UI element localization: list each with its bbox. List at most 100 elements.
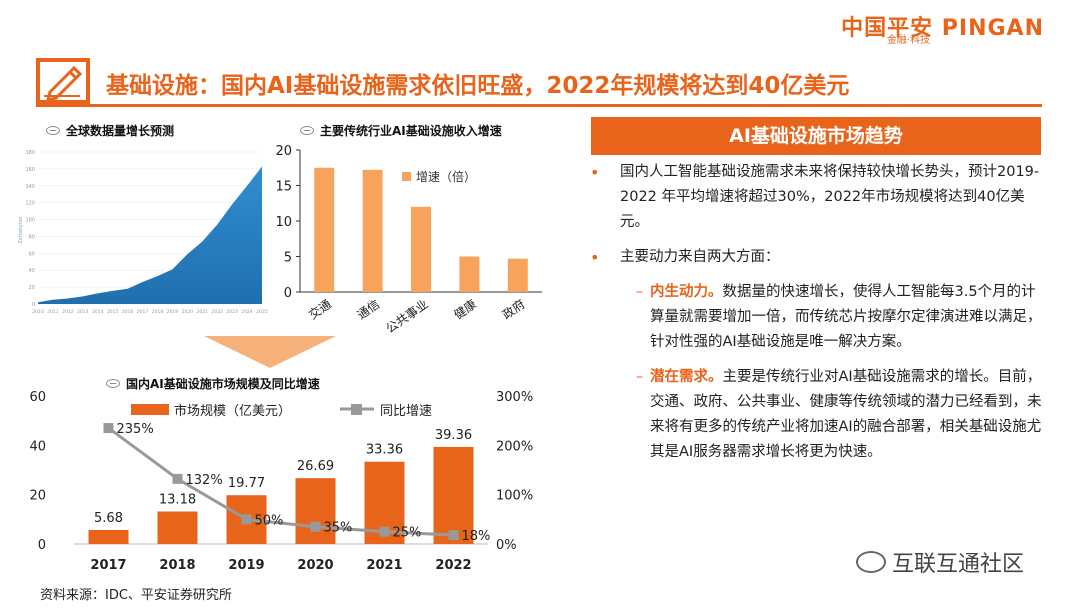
industry-ytick: 0 (284, 286, 292, 301)
global-ytick: 120 (25, 201, 35, 207)
legend-growth-label: 同比增速 (380, 404, 432, 419)
industry-bar (314, 167, 335, 292)
domestic-chart-title-text: 国内AI基础设施市场规模及同比增速 (126, 377, 320, 391)
global-xtick: 2013 (77, 309, 89, 315)
dash-icon: – (636, 369, 644, 385)
market-size-bar (433, 446, 474, 544)
global-xtick: 2020 (182, 309, 194, 315)
market-size-bar (157, 511, 198, 544)
global-xtick: 2023 (226, 309, 238, 315)
legend-growth-marker (351, 404, 362, 415)
global-xtick: 2010 (32, 309, 44, 315)
growth-rate-marker (448, 530, 459, 541)
growth-rate-line (107, 426, 454, 537)
global-ytick: 160 (25, 167, 35, 173)
trend-sub-2-text: 主要是传统行业对AI基础设施需求的增长。目前，交通、政府、公共事业、健康等传统领… (650, 369, 1042, 460)
source-note: 资料来源：IDC、平安证券研究所 (40, 588, 232, 603)
industry-growth-bar-chart: 0 5 10 15 20 交通 通信 公共事业 健康 政府 增速（倍） (275, 144, 542, 336)
trend-bullet-1-text: 国内人工智能基础设施需求未来将保持较快增长势头，预计2019-2022 年平均增… (620, 164, 1040, 230)
domestic-year-label: 2019 (228, 558, 264, 573)
domestic-ytick-right: 100% (496, 489, 533, 504)
industry-category-label: 政府 (499, 296, 527, 322)
market-size-bar (88, 529, 129, 544)
market-size-label: 39.36 (435, 428, 472, 443)
global-xtick: 2021 (197, 309, 209, 315)
trend-header: AI基础设施市场趋势 (591, 117, 1041, 155)
global-xtick: 2017 (137, 309, 149, 315)
growth-rate-marker (241, 514, 252, 525)
market-size-label: 19.77 (228, 476, 265, 491)
domestic-ytick-right: 0% (496, 538, 517, 553)
trend-bullet-1: • 国内人工智能基础设施需求未来将保持较快增长势头，预计2019-2022 年平… (590, 160, 1045, 235)
trend-bullet-2: • 主要动力来自两大方面： (590, 245, 1045, 270)
growth-rate-label: 132% (186, 473, 223, 488)
global-xtick: 2014 (92, 309, 104, 315)
growth-rate-marker (103, 423, 114, 434)
global-ytick: 80 (29, 234, 35, 240)
global-data-area (38, 166, 262, 304)
domestic-ytick-right: 200% (496, 439, 533, 454)
watermark-text: 互联互通社区 (892, 552, 1025, 577)
trend-sub-2: – 潜在需求。主要是传统行业对AI基础设施需求的增长。目前，交通、政府、公共事业… (590, 365, 1045, 465)
bullet-dot-icon: • (590, 163, 600, 182)
market-size-label: 33.36 (366, 443, 403, 458)
ring-icon (46, 126, 60, 135)
global-chart-title: 全球数据量增长预测 (46, 122, 174, 139)
growth-rate-marker (172, 473, 183, 484)
domestic-ytick-left: 60 (29, 390, 46, 405)
trend-sub-2-label: 潜在需求。 (650, 369, 723, 385)
trend-sub-1-text: 数据量的快速增长，使得人工智能每3.5个月的计算量就需要增加一倍，而传统芯片按摩… (650, 284, 1042, 350)
industry-bar (459, 256, 480, 292)
wechat-icon (856, 551, 886, 573)
global-xtick: 2016 (122, 309, 134, 315)
title-underline (36, 104, 1042, 107)
industry-bar (362, 169, 383, 292)
industry-legend-swatch (402, 172, 411, 181)
global-ytick: 40 (29, 268, 35, 274)
domestic-year-label: 2021 (366, 558, 402, 573)
dash-icon: – (636, 284, 644, 300)
growth-rate-label: 18% (462, 529, 491, 544)
domestic-year-label: 2018 (159, 558, 195, 573)
growth-rate-label: 35% (324, 521, 353, 536)
industry-ytick: 15 (275, 180, 292, 195)
global-ylabel: Zettabytes (18, 216, 24, 244)
domestic-year-label: 2017 (90, 558, 126, 573)
global-ytick: 180 (25, 150, 35, 156)
down-arrow-icon (204, 336, 336, 368)
domestic-ytick-left: 40 (29, 439, 46, 454)
domestic-chart-title: 国内AI基础设施市场规模及同比增速 (106, 375, 320, 392)
industry-ytick: 10 (275, 215, 292, 230)
growth-rate-label: 235% (117, 422, 154, 437)
global-ytick: 140 (25, 184, 35, 190)
trend-content: • 国内人工智能基础设施需求未来将保持较快增长势头，预计2019-2022 年平… (590, 160, 1045, 475)
industry-bar (411, 206, 431, 292)
watermark: 互联互通社区 (856, 546, 1024, 578)
growth-rate-label: 25% (393, 526, 422, 541)
industry-ytick: 20 (275, 144, 292, 159)
global-xtick: 2022 (211, 309, 223, 315)
growth-rate-label: 50% (255, 513, 284, 528)
global-ytick: 100 (25, 218, 35, 224)
brand-logo: 中国平安 PINGAN (841, 10, 1044, 42)
bullet-dot-icon: • (590, 248, 600, 267)
global-xtick: 2012 (62, 309, 74, 315)
page-title: 基础设施：国内AI基础设施需求依旧旺盛，2022年规模将达到40亿美元 (106, 73, 850, 99)
domestic-market-combo-chart: 0 20 40 60 0% 100% 200% 300% 5.68 13.18 19.77 26.6… (29, 390, 533, 573)
trend-bullet-2-text: 主要动力来自两大方面： (620, 249, 780, 265)
market-size-label: 13.18 (159, 492, 196, 507)
industry-chart-title: 主要传统行业AI基础设施收入增速 (300, 122, 502, 139)
brand-tagline: 金融·科技 (886, 35, 930, 46)
global-ytick: 0 (32, 302, 35, 308)
legend-market-label: 市场规模（亿美元） (174, 403, 291, 419)
brand-name: 中国平安 PINGAN (841, 16, 1044, 41)
industry-category-label: 健康 (451, 296, 479, 322)
global-xtick: 2018 (152, 309, 164, 315)
domestic-year-label: 2020 (297, 558, 333, 573)
industry-bar (507, 258, 528, 292)
industry-category-label: 通信 (355, 297, 383, 322)
global-ytick: 20 (29, 285, 35, 291)
trend-sub-1-label: 内生动力。 (650, 284, 723, 300)
global-xtick: 2024 (241, 309, 253, 315)
